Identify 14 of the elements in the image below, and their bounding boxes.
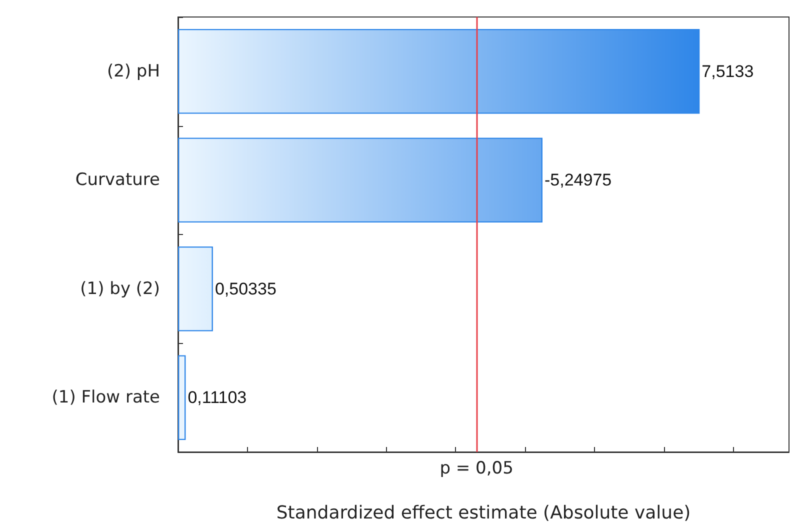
text: p = 0,05 [440, 458, 514, 478]
data-label: 0,50335 [214, 279, 276, 298]
bar [178, 138, 542, 223]
data-label: -5,24975 [544, 170, 612, 190]
y-tick-label: (1) Flow rate [52, 388, 160, 408]
bar [178, 246, 213, 332]
bar [178, 28, 700, 114]
y-tick-label: Curvature [75, 170, 160, 190]
x-axis-title: Standardized effect estimate (Absolute value) [276, 502, 691, 524]
data-label: 7,5133 [702, 62, 754, 81]
y-tick-label: (2) pH [106, 61, 160, 82]
y-tick-label: (1) by (2) [80, 278, 160, 299]
data-label: 0,11103 [188, 388, 247, 408]
bar [178, 355, 186, 440]
